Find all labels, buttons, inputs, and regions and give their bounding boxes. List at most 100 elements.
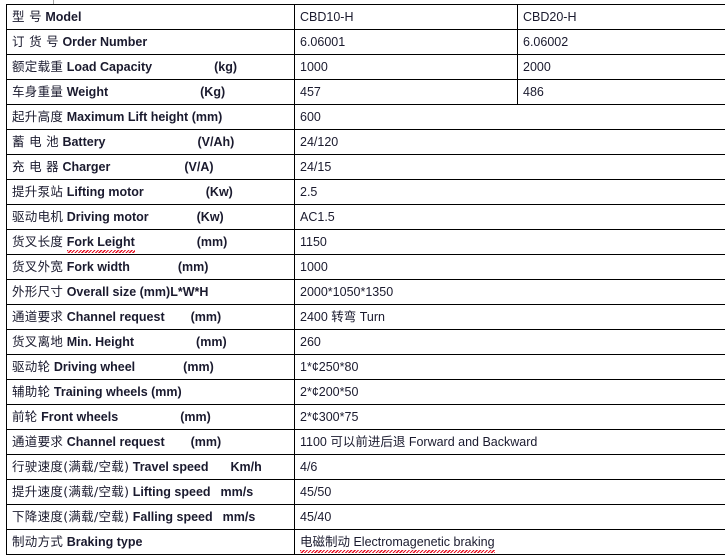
spec-label-chinese: 充 电 器 — [12, 159, 59, 174]
spec-label-chinese: 驱动电机 — [12, 209, 63, 224]
spec-label-chinese: 辅助轮 — [12, 384, 50, 399]
spec-value-text: 457 — [300, 85, 321, 99]
spec-label-cell: 驱动电机 Driving motor(Kw) — [7, 205, 295, 230]
table-row: 通道要求 Channel request(mm)1100 可以前进后退 Forw… — [7, 430, 725, 455]
spec-label-english: Channel request — [67, 310, 165, 324]
spec-value-cell-merged: 45/40 — [295, 505, 725, 530]
table-row: 起升高度 Maximum Lift height (mm)600 — [7, 105, 725, 130]
spec-value-cell-merged: 4/6 — [295, 455, 725, 480]
spec-value-cell-merged: 1000 — [295, 255, 725, 280]
spec-value-text: 1100 可以前进后退 Forward and Backward — [300, 435, 537, 449]
spec-value-text: 4/6 — [300, 460, 317, 474]
spec-label-english: Braking type — [67, 535, 143, 549]
spec-value-text: 24/120 — [300, 135, 338, 149]
spec-label-cell: 制动方式 Braking type — [7, 530, 295, 555]
spec-label-chinese: 额定载重 — [12, 59, 63, 74]
spec-value-cell-merged: 1*¢250*80 — [295, 355, 725, 380]
spec-value-cell-merged: 2400 转弯 Turn — [295, 305, 725, 330]
spec-table-body: 型 号 Model CBD10-H CBD20-H 订 货 号 Order Numbe… — [7, 5, 725, 555]
spec-label-unit: (Kw) — [197, 210, 224, 224]
spec-label-cell: 额定载重 Load Capacity (kg) — [7, 55, 295, 80]
spec-label-chinese: 货叉离地 — [12, 334, 63, 349]
spec-value-text: 2*¢200*50 — [300, 385, 358, 399]
spec-label-chinese: 车身重量 — [12, 84, 63, 99]
spec-value-cell-cbd10: CBD10-H — [295, 5, 518, 30]
spec-label-english: Lifting motor — [67, 185, 144, 199]
table-row: 提升泵站 Lifting motor(Kw)2.5 — [7, 180, 725, 205]
spec-value-text: 1*¢250*80 — [300, 360, 358, 374]
spec-label-chinese: 下降速度(满载/空载) — [12, 509, 129, 524]
spec-value-cell-merged: 260 — [295, 330, 725, 355]
spec-label-unit: (kg) — [214, 60, 237, 74]
spec-label-cell: 外形尺寸 Overall size (mm)L*W*H — [7, 280, 295, 305]
spec-label-chinese: 提升速度(满载/空载) — [12, 484, 129, 499]
spec-label-english: Maximum Lift height (mm) — [67, 110, 223, 124]
spec-label-unit: (mm) — [178, 260, 209, 274]
spec-value-text: 6.06002 — [523, 35, 568, 49]
spec-value-cell-cbd10: 1000 — [295, 55, 518, 80]
spec-label-cell: 货叉离地 Min. Height(mm) — [7, 330, 295, 355]
spec-value-cell-cbd20: CBD20-H — [518, 5, 725, 30]
spec-label-unit: mm/s — [221, 485, 254, 499]
spec-label-english: Lifting speed — [133, 485, 211, 499]
spec-label-english: Model — [45, 10, 81, 24]
spec-label-english: Fork width — [67, 260, 130, 274]
table-row: 前轮 Front wheels(mm) 2*¢300*75 — [7, 405, 725, 430]
spec-label-unit: (mm) — [197, 235, 228, 249]
spec-label-chinese: 前轮 — [12, 409, 38, 424]
spec-label-chinese: 货叉外宽 — [12, 259, 63, 274]
spec-label-cell: 提升速度(满载/空载) Lifting speed mm/s — [7, 480, 295, 505]
spec-label-english: Travel speed — [133, 460, 209, 474]
spec-label-cell: 驱动轮 Driving wheel(mm) — [7, 355, 295, 380]
spec-label-english: Min. Height — [67, 335, 134, 349]
spec-label-chinese: 订 货 号 — [12, 34, 59, 49]
table-row: 型 号 Model CBD10-H CBD20-H — [7, 5, 725, 30]
spec-label-english: Channel request — [67, 435, 165, 449]
spec-label-cell: 货叉长度 Fork Leight(mm) — [7, 230, 295, 255]
spellcheck-underline: 电磁制动 Electromagenetic braking — [300, 531, 495, 554]
spec-label-unit: (Kw) — [206, 185, 233, 199]
spec-value-cell-merged: 45/50 — [295, 480, 725, 505]
spec-value-cell-cbd20: 486 — [518, 80, 725, 105]
spec-value-cell-cbd10: 6.06001 — [295, 30, 518, 55]
spec-label-unit: (mm) — [191, 310, 222, 324]
spec-label-cell: 订 货 号 Order Number — [7, 30, 295, 55]
spec-value-cell-merged: 2000*1050*1350 — [295, 280, 725, 305]
spec-value-text: 1000 — [300, 260, 328, 274]
spec-label-cell: 型 号 Model — [7, 5, 295, 30]
document-page: 型 号 Model CBD10-H CBD20-H 订 货 号 Order Numbe… — [0, 0, 725, 529]
spec-value-cell-cbd10: 457 — [295, 80, 518, 105]
spec-value-cell-cbd20: 2000 — [518, 55, 725, 80]
spec-label-cell: 提升泵站 Lifting motor(Kw) — [7, 180, 295, 205]
table-row: 驱动电机 Driving motor(Kw)AC1.5 — [7, 205, 725, 230]
spec-value-cell-merged: AC1.5 — [295, 205, 725, 230]
spec-value-text: 2*¢300*75 — [300, 410, 358, 424]
spec-label-chinese: 型 号 — [12, 9, 42, 24]
spec-value-text: 2000 — [523, 60, 551, 74]
spec-value-text: 45/40 — [300, 510, 331, 524]
spec-label-english: Front wheels — [41, 410, 118, 424]
table-row: 通道要求 Channel request(mm)2400 转弯 Turn — [7, 305, 725, 330]
spec-label-cell: 货叉外宽 Fork width (mm) — [7, 255, 295, 280]
table-row: 驱动轮 Driving wheel(mm) 1*¢250*80 — [7, 355, 725, 380]
table-row: 蓄 电 池 Battery(V/Ah)24/120 — [7, 130, 725, 155]
spec-label-english: Battery — [62, 135, 105, 149]
spec-value-text: 486 — [523, 85, 544, 99]
spec-value-cell-merged: 电磁制动 Electromagenetic braking — [295, 530, 725, 555]
table-row: 额定载重 Load Capacity (kg) 1000 2000 — [7, 55, 725, 80]
spec-label-unit: mm/s — [223, 510, 256, 524]
spec-label-english: Driving wheel — [54, 360, 135, 374]
spec-label-chinese: 通道要求 — [12, 434, 63, 449]
spec-label-english: Charger — [62, 160, 110, 174]
spec-value-text: CBD10-H — [300, 10, 354, 24]
spec-value-text: 1000 — [300, 60, 328, 74]
spec-label-english: Load Capacity — [67, 60, 152, 74]
spec-label-english: Weight — [67, 85, 108, 99]
table-row: 货叉长度 Fork Leight(mm)1150 — [7, 230, 725, 255]
spec-label-cell: 辅助轮 Training wheels (mm) — [7, 380, 295, 405]
spec-value-cell-merged: 2*¢300*75 — [295, 405, 725, 430]
spec-label-cell: 前轮 Front wheels(mm) — [7, 405, 295, 430]
